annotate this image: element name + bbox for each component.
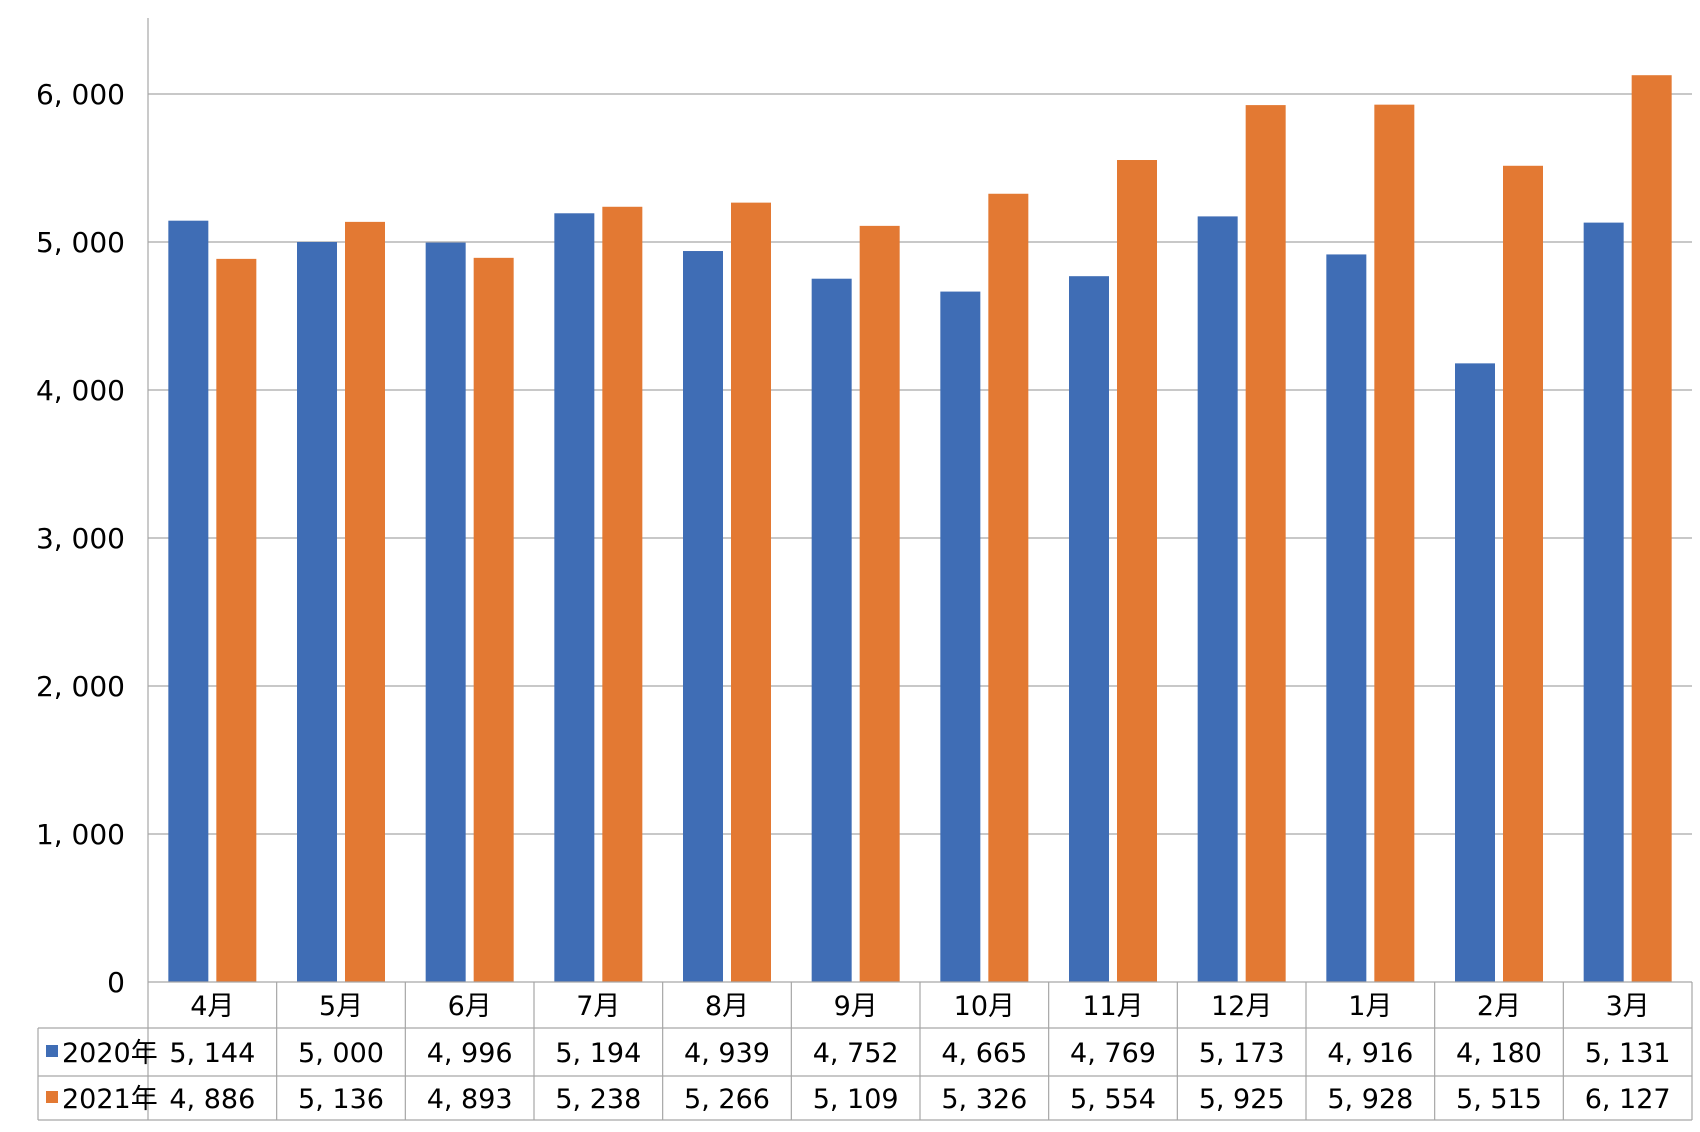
data-label: 5, 000 <box>298 1038 384 1069</box>
bar-series1 <box>425 242 466 983</box>
data-label: 4, 752 <box>813 1038 899 1069</box>
data-label: 5, 194 <box>555 1038 641 1069</box>
bar-series2 <box>988 193 1029 982</box>
data-label: 6, 127 <box>1585 1084 1671 1115</box>
data-label: 5, 266 <box>684 1084 770 1115</box>
bar-series2 <box>216 258 257 982</box>
data-label: 4, 886 <box>169 1084 255 1115</box>
x-tick-label: 5月 <box>319 991 363 1022</box>
bar-series1 <box>811 278 852 983</box>
data-label: 4, 916 <box>1327 1038 1413 1069</box>
bar-series1 <box>940 291 981 983</box>
y-tick-label: 5, 000 <box>36 226 125 259</box>
bar-series1 <box>1069 276 1109 982</box>
y-tick-label: 0 <box>107 966 125 999</box>
bar-series2 <box>859 225 900 983</box>
data-label: 4, 996 <box>427 1038 513 1069</box>
data-label: 5, 515 <box>1456 1084 1542 1115</box>
x-tick-label: 11月 <box>1082 991 1143 1022</box>
legend-key-series2 <box>46 1091 58 1103</box>
data-label: 5, 144 <box>169 1038 255 1069</box>
y-tick-label: 2, 000 <box>36 670 125 703</box>
x-tick-label: 2月 <box>1477 991 1521 1022</box>
data-label: 4, 939 <box>684 1038 770 1069</box>
y-tick-label: 3, 000 <box>36 522 125 555</box>
x-tick-label: 12月 <box>1211 991 1272 1022</box>
bar-series1 <box>1326 254 1367 982</box>
data-label: 5, 326 <box>941 1084 1027 1115</box>
bar-series1 <box>1455 363 1495 982</box>
data-label: 5, 238 <box>555 1084 641 1115</box>
x-tick-label: 6月 <box>448 991 492 1022</box>
bar-series2 <box>602 206 643 982</box>
bar-series2 <box>345 221 385 982</box>
data-label: 5, 136 <box>298 1084 384 1115</box>
data-label: 5, 131 <box>1585 1038 1671 1069</box>
bar-series2 <box>473 257 514 982</box>
bar-series1 <box>1583 222 1624 982</box>
bar-series2 <box>1117 160 1157 982</box>
data-label: 5, 928 <box>1327 1084 1413 1115</box>
bar-series2 <box>1374 104 1415 982</box>
data-label: 5, 925 <box>1199 1084 1285 1115</box>
bar-series1 <box>297 242 337 982</box>
data-label: 5, 554 <box>1070 1084 1156 1115</box>
bar-series1 <box>1197 216 1238 982</box>
data-label: 5, 109 <box>813 1084 899 1115</box>
x-tick-label: 4月 <box>190 991 234 1022</box>
x-tick-label: 8月 <box>705 991 749 1022</box>
bar-series1 <box>168 220 209 983</box>
data-label: 4, 665 <box>941 1038 1027 1069</box>
x-tick-label: 7月 <box>576 991 620 1022</box>
x-tick-label: 9月 <box>834 991 878 1022</box>
data-label: 4, 180 <box>1456 1038 1542 1069</box>
y-tick-label: 6, 000 <box>36 78 125 111</box>
y-tick-label: 4, 000 <box>36 374 125 407</box>
bar-series1 <box>683 251 723 982</box>
data-label: 4, 769 <box>1070 1038 1156 1069</box>
bar-series2 <box>1503 165 1543 982</box>
legend-label: 2021年 <box>62 1084 158 1115</box>
legend-key-series1 <box>46 1045 58 1057</box>
bar-series2 <box>731 202 771 982</box>
data-label: 4, 893 <box>427 1084 513 1115</box>
legend-label: 2020年 <box>62 1038 158 1069</box>
x-tick-label: 1月 <box>1348 991 1392 1022</box>
x-tick-label: 10月 <box>954 991 1015 1022</box>
y-tick-label: 1, 000 <box>36 818 125 851</box>
x-tick-label: 3月 <box>1606 991 1650 1022</box>
data-label: 5, 173 <box>1199 1038 1285 1069</box>
bar-series1 <box>554 213 595 983</box>
bar-series2 <box>1245 105 1286 983</box>
bar-series2 <box>1631 75 1672 983</box>
